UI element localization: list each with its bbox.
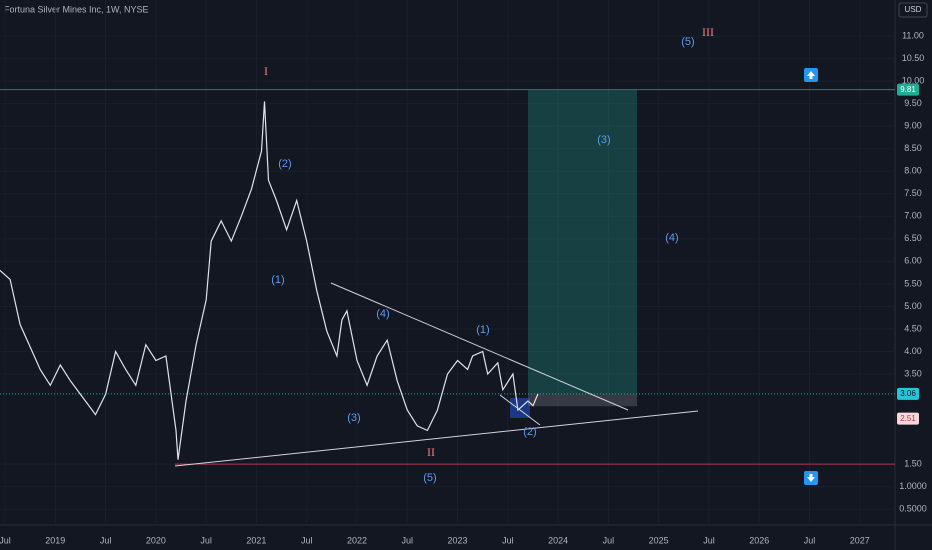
x-tick-label: Jul xyxy=(200,535,212,545)
y-tick-label: 6.00 xyxy=(904,256,922,266)
x-tick-label: 2027 xyxy=(850,535,870,545)
x-tick-label: 2023 xyxy=(448,535,468,545)
wave-label: (1) xyxy=(476,324,489,336)
wave-label-roman: III xyxy=(702,25,714,39)
trendline xyxy=(330,282,629,411)
y-tick-label: 3.50 xyxy=(904,368,922,378)
trendline xyxy=(499,394,541,426)
y-tick-label: 5.50 xyxy=(904,278,922,288)
currency-box[interactable] xyxy=(898,2,928,18)
wave-label-roman: I xyxy=(264,64,268,78)
y-tick-label: 6.50 xyxy=(904,233,922,243)
wave-label: (3) xyxy=(597,134,610,146)
x-tick-label: Jul xyxy=(603,535,615,545)
up-icon[interactable] xyxy=(804,68,818,82)
price-marker-label: 3.06 xyxy=(900,389,916,398)
x-tick-label: 2022 xyxy=(347,535,367,545)
wave-label: (5) xyxy=(681,36,694,48)
price-marker xyxy=(897,412,919,425)
y-tick-label: 1.0000 xyxy=(899,481,927,491)
wave-label: (3) xyxy=(347,412,360,424)
target-zone xyxy=(528,89,637,394)
x-tick-label: 2021 xyxy=(246,535,266,545)
x-tick-label: Jul xyxy=(703,535,715,545)
price-marker-label: 2.51 xyxy=(900,414,916,423)
price-line xyxy=(0,101,539,460)
x-tick-label: 2025 xyxy=(649,535,669,545)
stop-zone xyxy=(528,393,637,407)
wave-label-roman: II xyxy=(427,445,435,459)
y-tick-label: 7.50 xyxy=(904,188,922,198)
x-tick-label: 2026 xyxy=(749,535,769,545)
x-tick-label: Jul xyxy=(402,535,414,545)
trendline xyxy=(174,410,699,467)
y-tick-label: 1.50 xyxy=(904,459,922,469)
x-tick-label: Jul xyxy=(804,535,816,545)
y-tick-label: 10.00 xyxy=(902,75,925,85)
currency: USD xyxy=(905,5,922,14)
wave-label: (4) xyxy=(376,308,389,320)
x-tick-label: Jul xyxy=(100,535,112,545)
x-tick-label: Jul xyxy=(301,535,313,545)
plot-area xyxy=(0,89,895,465)
y-tick-label: 10.50 xyxy=(902,53,925,63)
wave-label: (4) xyxy=(665,232,678,244)
wave-label: (2) xyxy=(278,158,291,170)
y-tick-label: 8.50 xyxy=(904,143,922,153)
x-tick-label: Jul xyxy=(0,535,11,545)
x-tick-label: 2024 xyxy=(548,535,568,545)
y-tick-label: 9.00 xyxy=(904,121,922,131)
wave-label: (5) xyxy=(423,472,436,484)
y-tick-label: 8.00 xyxy=(904,166,922,176)
price-marker-label: 9.81 xyxy=(900,85,916,94)
y-tick-label: 0.5000 xyxy=(899,504,927,514)
y-tick-label: 4.00 xyxy=(904,346,922,356)
y-tick-label: 11.00 xyxy=(902,30,924,40)
countdown: 3d 10h xyxy=(897,401,919,408)
chart-title: Fortuna Silver Mines Inc, 1W, NYSE xyxy=(4,4,149,14)
price-marker xyxy=(897,83,919,96)
y-tick-label: 4.50 xyxy=(904,323,922,333)
x-tick-label: 2019 xyxy=(45,535,65,545)
y-tick-label: 7.00 xyxy=(904,211,922,221)
x-tick-label: Jul xyxy=(502,535,514,545)
y-tick-label: 5.00 xyxy=(904,301,922,311)
x-tick-label: 2020 xyxy=(146,535,166,545)
price-marker xyxy=(897,387,919,400)
down-icon[interactable] xyxy=(804,471,818,485)
y-tick-label: 9.50 xyxy=(904,98,922,108)
wave-label: (1) xyxy=(271,274,284,286)
wave-label: (2) xyxy=(523,426,536,438)
